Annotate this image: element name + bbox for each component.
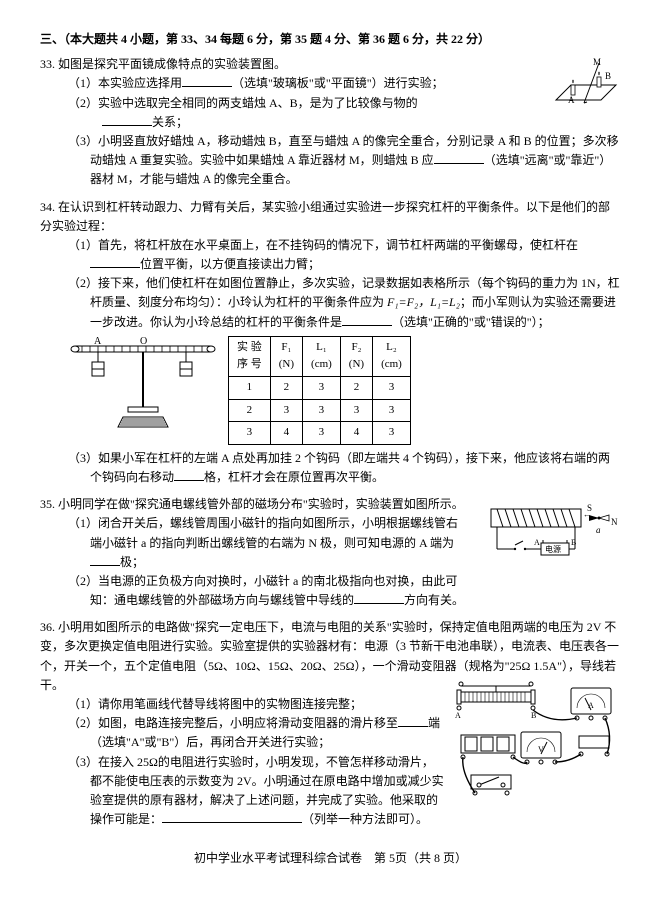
mirror-figure: M B A <box>551 55 621 121</box>
q36-number: 36. <box>40 620 55 634</box>
question-35: 35. 小明同学在做"探究通电螺线管外部的磁场分布"实验时，实验装置如图所示。 … <box>40 495 621 610</box>
q33-part2: （2）实验中选取完全相同的两支蜡烛 A、B，是为了比较像与物的 关系； <box>62 94 621 132</box>
svg-text:←: ← <box>583 510 591 519</box>
blank <box>174 468 204 481</box>
table-row: 12323 <box>229 377 411 400</box>
blank <box>182 74 232 87</box>
svg-text:A: A <box>588 701 594 710</box>
page-footer: 初中学业水平考试理科综合试卷 第 5页（共 8 页） <box>40 849 621 868</box>
table-header: F₂ (N) <box>340 336 372 376</box>
svg-text:M: M <box>593 57 601 67</box>
svg-text:电源: 电源 <box>545 544 561 554</box>
table-header: 实 验 序 号 <box>229 336 271 376</box>
q33-part1: （1）本实验应选择用（选填"玻璃板"或"平面镜"）进行实验； <box>62 74 621 93</box>
q34-part2: （2）接下来，他们使杠杆在如图位置静止，多次实验，记录数据如表格所示（每个钩码的… <box>62 274 621 332</box>
blank <box>398 714 428 727</box>
svg-text:a: a <box>596 525 601 535</box>
data-table: 实 验 序 号 F₁ (N) L₁ (cm) F₂ (N) L₂ (cm) 12… <box>228 336 411 445</box>
q35-number: 35. <box>40 497 55 511</box>
blank <box>354 591 404 604</box>
table-header: F₁ (N) <box>270 336 302 376</box>
blank <box>90 255 140 268</box>
svg-text:A: A <box>94 336 102 347</box>
q35-stem: 小明同学在做"探究通电螺线管外部的磁场分布"实验时，实验装置如图所示。 <box>58 497 464 511</box>
q34-part1: （1）首先，将杠杆放在水平桌面上，在不挂钩码的情况下，调节杠杆两端的平衡螺母，使… <box>62 236 621 274</box>
question-34: 34. 在认识到杠杆转动跟力、力臂有关后，某实验小组通过实验进一步探究杠杆的平衡… <box>40 198 621 488</box>
svg-text:B: B <box>571 538 576 547</box>
svg-text:A: A <box>568 95 575 105</box>
table-row: 23333 <box>229 399 411 422</box>
section-heading: 三、（本大题共 4 小题，第 33、34 每题 6 分，第 35 题 4 分、第… <box>40 30 621 49</box>
svg-text:A: A <box>455 711 461 720</box>
table-row: 34343 <box>229 422 411 445</box>
svg-text:O: O <box>140 336 147 347</box>
svg-text:V: V <box>538 745 544 754</box>
table-header: L₁ (cm) <box>303 336 341 376</box>
solenoid-figure: S N a ← 电源 A B <box>471 499 621 585</box>
circuit-figure: A B A V <box>451 680 621 806</box>
blank <box>342 313 392 326</box>
q34-stem: 在认识到杠杆转动跟力、力臂有关后，某实验小组通过实验进一步探究杠杆的平衡条件。以… <box>40 200 610 233</box>
q34-number: 34. <box>40 200 55 214</box>
blank <box>90 553 120 566</box>
svg-text:A: A <box>534 538 540 547</box>
svg-text:N: N <box>611 517 618 527</box>
q33-number: 33. <box>40 57 55 71</box>
question-36: 36. 小明用如图所示的电路做"探究一定电压下，电流与电阻的关系"实验时，保持定… <box>40 618 621 829</box>
lever-figure: A O <box>68 332 218 438</box>
question-33: M B A 33. 如图是探究平面镜成像特点的实验装置图。 （1）本实验应选择用… <box>40 55 621 189</box>
blank <box>102 113 152 126</box>
q33-part3: （3）小明竖直放好蜡烛 A，移动蜡烛 B，直至与蜡烛 A 的像完全重合，分别记录… <box>62 132 621 190</box>
blank <box>162 810 302 823</box>
svg-text:B: B <box>605 71 611 81</box>
q34-part3: （3）如果小军在杠杆的左端 A 点处再加挂 2 个钩码（即左端共 4 个钩码），… <box>62 449 621 487</box>
table-header: L₂ (cm) <box>373 336 411 376</box>
blank <box>434 151 484 164</box>
q33-stem: 如图是探究平面镜成像特点的实验装置图。 <box>58 57 286 71</box>
